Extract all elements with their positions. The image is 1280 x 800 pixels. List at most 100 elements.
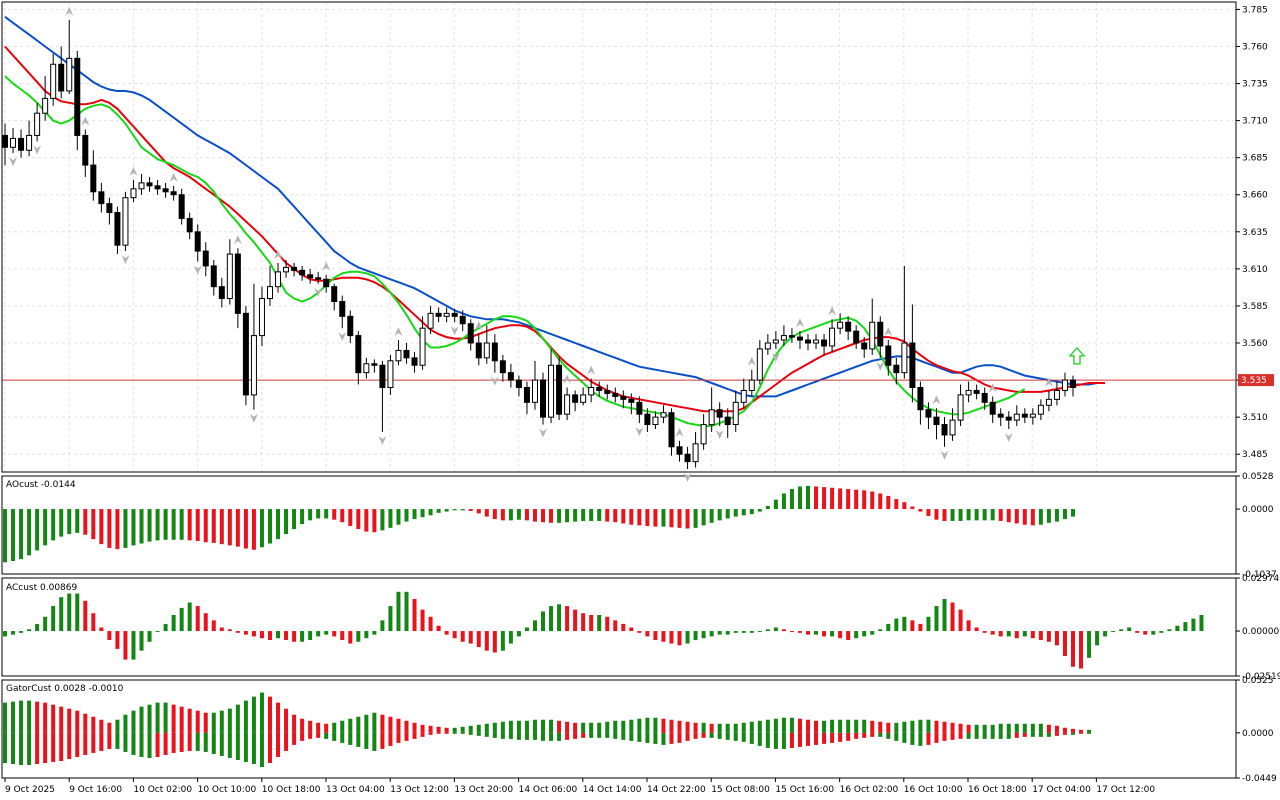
candle-body-bull — [564, 394, 571, 415]
histogram-bar — [910, 732, 915, 745]
histogram-bar — [11, 631, 16, 635]
candle-body-bear — [371, 363, 378, 366]
candle — [644, 408, 651, 432]
histogram-bar — [669, 732, 674, 744]
histogram-bar — [163, 732, 168, 755]
fractal-up-marker — [747, 356, 756, 366]
histogram-bar — [902, 721, 907, 733]
candle — [925, 402, 932, 430]
histogram-bar — [484, 631, 489, 651]
histogram-bar — [741, 722, 746, 733]
candle — [234, 248, 241, 329]
candle-body-bull — [748, 379, 755, 391]
candle-body-bear — [909, 342, 916, 388]
histogram-bar — [364, 631, 369, 639]
candle-body-bull — [419, 327, 426, 366]
gator-panel[interactable] — [3, 692, 1092, 768]
histogram-bar — [926, 616, 931, 632]
price-tick-label: 3.560 — [1242, 339, 1268, 349]
histogram-bar — [765, 629, 770, 632]
candle — [1045, 390, 1052, 412]
candle-body-bear — [210, 265, 217, 288]
candle-body-bear — [491, 342, 498, 362]
candle-body-bull — [660, 412, 667, 418]
candle-body-bear — [981, 392, 988, 403]
histogram-bar — [830, 487, 835, 510]
histogram-bar — [725, 631, 730, 635]
histogram-bar — [685, 509, 690, 529]
histogram-bar — [1062, 631, 1067, 657]
candle — [186, 212, 193, 240]
ao-panel[interactable] — [3, 485, 1075, 563]
candle — [821, 334, 828, 355]
histogram-bar — [1046, 509, 1051, 523]
fractal-up-marker — [274, 249, 283, 259]
histogram-bar — [123, 631, 128, 660]
histogram-bar — [452, 631, 457, 639]
histogram-bar — [677, 631, 682, 646]
histogram-bar — [516, 631, 521, 637]
ma-line-green — [4, 75, 1026, 427]
histogram-bar — [789, 489, 794, 510]
histogram-bar — [284, 732, 289, 751]
histogram-bar — [613, 509, 618, 523]
candle — [146, 176, 153, 192]
ac-panel[interactable] — [3, 591, 1204, 669]
candle — [1005, 411, 1012, 430]
histogram-bar — [508, 631, 513, 644]
histogram-bar — [1175, 625, 1180, 632]
candle-body-bear — [154, 185, 161, 190]
histogram-bar — [573, 732, 578, 739]
histogram-bar — [227, 629, 232, 632]
histogram-bar — [990, 631, 995, 635]
histogram-bar — [765, 719, 770, 733]
histogram-bar — [1006, 732, 1011, 739]
candle-body-bull — [652, 416, 659, 426]
candle — [660, 405, 667, 424]
candle — [965, 381, 972, 403]
candle-body-bear — [515, 379, 522, 388]
price-panel[interactable] — [2, 6, 1236, 483]
histogram-bar — [203, 509, 208, 543]
histogram-bar — [332, 732, 337, 741]
histogram-bar — [532, 509, 537, 522]
histogram-bar — [1022, 723, 1027, 733]
histogram-bar — [894, 732, 899, 741]
histogram-bar — [195, 732, 200, 751]
histogram-bar — [35, 623, 40, 632]
histogram-bar — [91, 716, 96, 733]
time-tick-label: 10 Oct 18:00 — [262, 785, 321, 795]
histogram-bar — [846, 732, 851, 741]
histogram-bar — [235, 704, 240, 733]
histogram-bar — [468, 732, 473, 735]
candle-body-bull — [772, 339, 779, 344]
histogram-bar — [179, 509, 184, 540]
time-tick-label: 9 Oct 2025 — [5, 785, 55, 795]
histogram-bar — [179, 732, 184, 752]
histogram-bar — [1087, 732, 1092, 734]
histogram-bar — [267, 509, 272, 544]
candle-body-bull — [443, 312, 450, 317]
candle — [668, 408, 675, 456]
histogram-bar — [3, 509, 7, 563]
histogram-bar — [195, 710, 200, 733]
histogram-bar — [284, 509, 289, 535]
candle-body-bear — [435, 312, 442, 317]
histogram-bar — [557, 509, 562, 523]
histogram-bar — [211, 732, 216, 754]
candle — [114, 206, 121, 255]
histogram-bar — [27, 700, 32, 733]
histogram-bar — [300, 509, 305, 525]
histogram-bar — [757, 509, 762, 512]
candle — [981, 387, 988, 410]
candle — [853, 325, 860, 349]
candle — [162, 182, 169, 198]
fractal-up-marker — [474, 321, 483, 331]
candle-body-bear — [291, 266, 298, 271]
fractal-up-marker — [988, 383, 997, 393]
candle-body-bear — [612, 392, 619, 397]
ao-title: AOcust -0.0144 — [6, 480, 76, 490]
histogram-bar — [677, 509, 682, 528]
histogram-bar — [1087, 631, 1092, 658]
ind-tick-label: 0.0000 — [1242, 729, 1274, 739]
